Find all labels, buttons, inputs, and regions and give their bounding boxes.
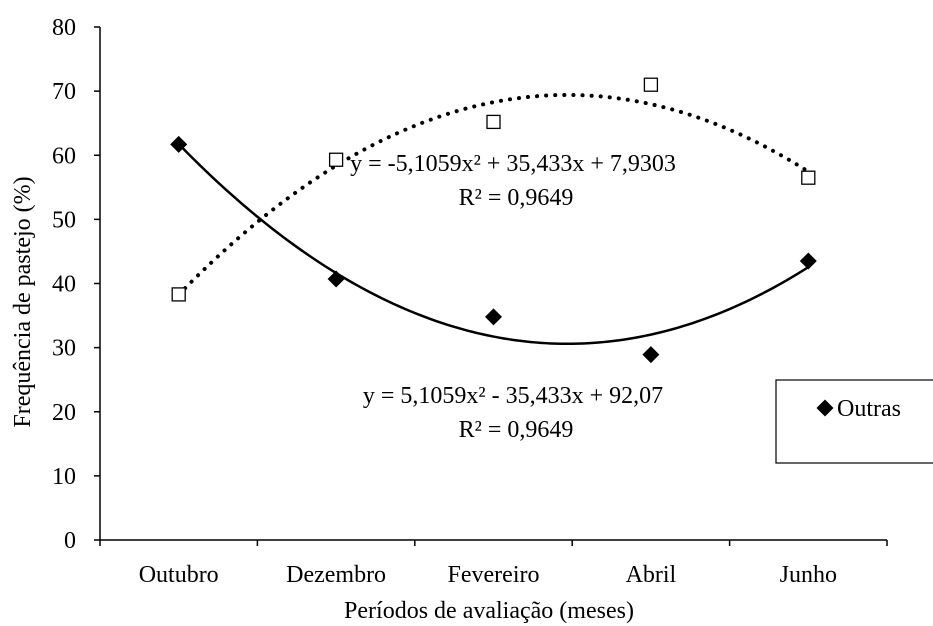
x-tick-label-dezembro: Dezembro [286,562,386,588]
x-axis-title: Períodos de avaliação (meses) [344,598,634,624]
point-outras-dezembro [327,270,345,288]
y-tick-label-10: 10 [52,464,76,490]
equation-series-1: y = -5,1059x² + 35,433x + 7,9303 [350,151,676,177]
point-series-1-junho [801,170,816,185]
point-outras-junho [799,252,817,270]
y-tick-label-80: 80 [52,15,76,41]
x-tick-label-fevereiro: Fevereiro [448,562,540,588]
point-series-1-fevereiro [486,114,501,130]
trendlines [176,92,811,346]
axes: 0 10 20 30 40 50 60 70 80 Outubro Dezembro Fevereir… [52,15,888,588]
x-tick-label-junho: Junho [780,562,837,588]
y-tick-label-50: 50 [52,207,76,233]
point-series-1-abril [643,77,659,92]
r2-series-2: R² = 0,9649 [459,417,574,443]
point-series-1-outubro [171,287,186,302]
point-outras-outubro [170,135,188,153]
equation-series-2: y = 5,1059x² - 35,433x + 92,07 [363,383,663,409]
x-tick-label-abril: Abril [626,562,677,588]
y-tick-label-20: 20 [52,400,76,426]
data-points [170,77,817,364]
trendline-series-2 [177,143,809,346]
legend: Outras [775,379,933,464]
y-tick-label-0: 0 [64,528,76,554]
legend-box [775,379,933,464]
y-axis-title: Frequência de pastejo (%) [10,176,36,427]
point-outras-fevereiro [485,308,502,326]
legend-diamond-marker [816,399,834,417]
trendline-series-1 [176,92,811,297]
y-tick-label-70: 70 [52,79,76,105]
y-tick-label-30: 30 [52,336,76,362]
x-tick-label-outubro: Outubro [139,562,219,588]
y-tick-label-40: 40 [52,272,76,298]
y-tick-label-60: 60 [52,143,76,169]
r2-series-1: R² = 0,9649 [459,185,574,211]
legend-label-outras: Outras [837,396,901,422]
point-outras-abril [642,346,660,364]
point-series-1-dezembro [328,152,344,167]
